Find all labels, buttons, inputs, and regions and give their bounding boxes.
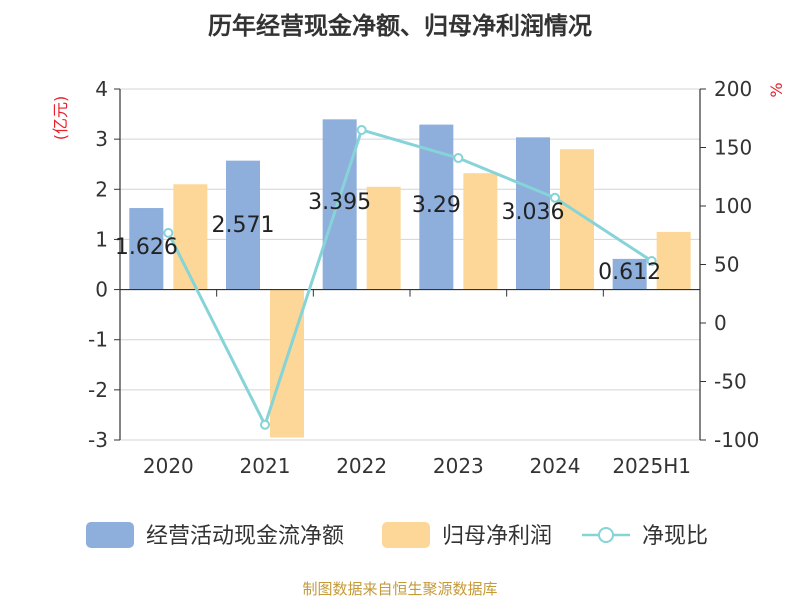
chart-title: 历年经营现金净额、归母净利润情况 [208,12,592,40]
cashflow-data-label: 1.626 [115,235,178,260]
right-axis-unit: % [767,82,786,97]
legend-net-profit-label: 归母净利润 [442,524,552,549]
right-tick-label: -50 [714,370,747,394]
cashflow-bar [612,258,647,290]
x-tick-label: 2024 [530,454,581,478]
ratio-point [550,192,560,203]
x-tick-label: 2020 [143,454,194,478]
source-note: 制图数据来自恒生聚源数据库 [302,580,497,598]
ratio-point [356,124,367,135]
cashflow-data-label: 3.036 [502,200,565,225]
ratio-line [166,128,653,429]
right-tick-label: 0 [714,311,727,335]
x-tick-label: 2025H1 [612,454,691,478]
right-tick-label: 150 [714,136,752,160]
left-axis-unit: (亿元) [51,96,70,141]
net-profit-bar [173,184,208,290]
left-tick-label: 2 [95,177,108,201]
left-tick-label: 4 [95,77,108,101]
cashflow-bar [226,160,260,290]
right-tick-label: 100 [714,194,752,218]
left-tick-label: -1 [88,328,108,352]
cashflow-bar [516,137,550,290]
ratio-point [260,419,270,430]
cashflow-data-label: 2.571 [212,213,275,238]
right-tick-label: 200 [714,77,752,101]
bar-marks [129,119,691,438]
x-tick-label: 2023 [433,454,484,478]
right-tick-label: 50 [714,253,739,277]
line-series [163,124,657,430]
data-labels: 1.626 2.571 3.395 3.29 3.036 0.612 [115,190,661,285]
x-tick-label: 2022 [336,454,387,478]
left-tick-label: 0 [95,278,108,302]
right-tick-label: -100 [714,428,759,452]
net-profit-bar [656,231,691,290]
left-tick-label: 1 [95,227,108,251]
left-tick-label: -3 [88,428,108,452]
ratio-point [163,227,174,238]
chart-axes: 4 3 2 1 0 -1 -2 -3 200 150 100 50 0 -50 -100 2020 2021 20… [88,77,759,478]
cashflow-bar [322,119,357,290]
net-profit-bar [270,289,304,438]
legend-ratio-label: 净现比 [642,524,708,549]
cashflow-data-label: 0.612 [598,260,661,285]
legend-net-profit-swatch [382,522,430,548]
net-profit-bar [366,186,401,290]
cashflow-bar [129,208,164,290]
legend: 经营活动现金流净额 归母净利润 净现比 [86,522,708,549]
cashflow-data-label: 3.29 [412,193,461,218]
legend-ratio-marker [598,527,614,543]
x-tick-label: 2021 [240,454,291,478]
legend-cashflow-swatch [86,522,134,548]
left-tick-label: -2 [88,378,108,402]
ratio-point [453,153,464,164]
legend-cashflow-label: 经营活动现金流净额 [146,524,344,549]
net-profit-bar [463,173,498,290]
cashflow-data-label: 3.395 [308,190,371,215]
left-tick-label: 3 [95,127,108,151]
ratio-point [646,255,657,266]
